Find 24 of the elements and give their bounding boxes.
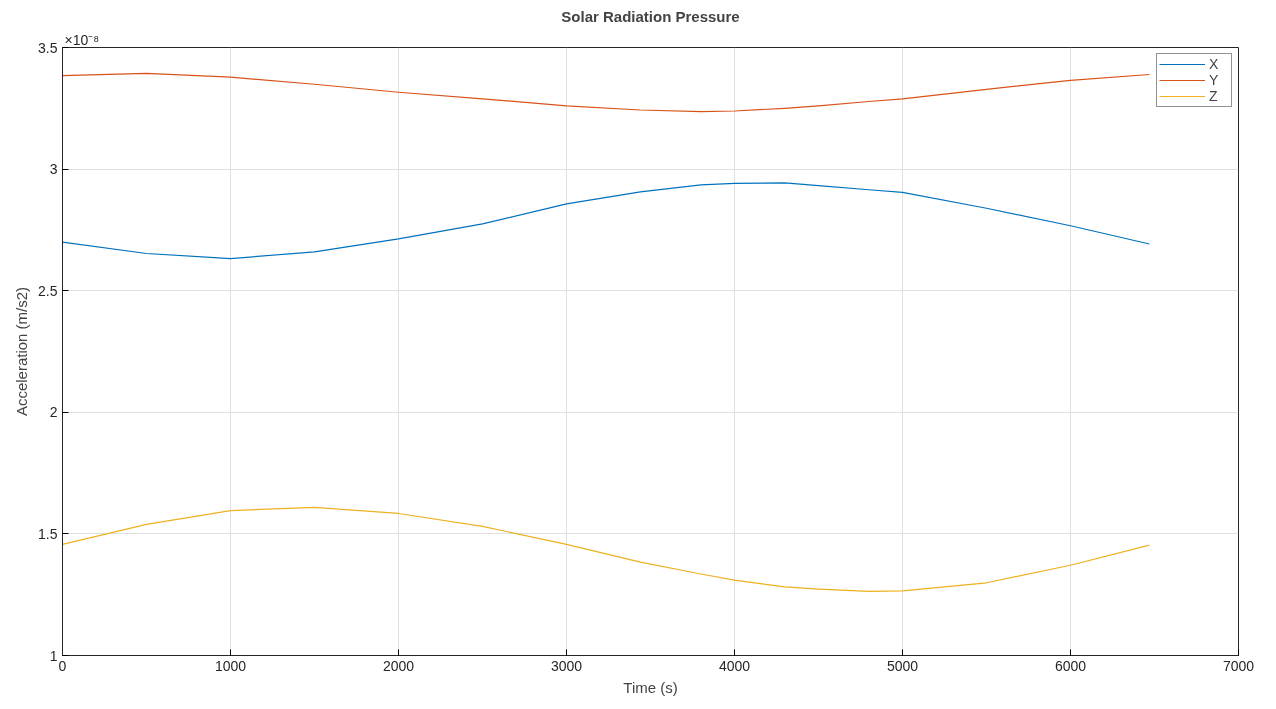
x-tick-label: 2000 (382, 657, 415, 674)
line-series (62, 506, 1151, 592)
y-tick-label: 3.5 (38, 39, 58, 56)
line-series (62, 72, 1151, 113)
y-tick-label: 2 (49, 404, 58, 421)
y-tick-label: 1 (49, 647, 58, 664)
x-tick-label: 6000 (1054, 657, 1087, 674)
y-axis-title: Acceleration (m/s2) (13, 286, 31, 417)
x-tick-label: 1000 (214, 657, 247, 674)
x-tick-label: 3000 (550, 657, 583, 674)
y-tick-label: 2.5 (38, 282, 58, 299)
text: ×10⁻⁸ (64, 31, 100, 48)
y-tick-label: 1.5 (38, 525, 58, 542)
x-tick-label: 0 (58, 657, 67, 674)
x-tick-label: 5000 (886, 657, 919, 674)
x-tick-label: 4000 (718, 657, 751, 674)
legend-label: X (1209, 56, 1220, 72)
x-tick-label: 7000 (1222, 657, 1255, 674)
line-series (62, 182, 1151, 260)
legend-label: Z (1209, 88, 1219, 104)
y-tick-label: 3 (49, 161, 58, 178)
chart-title: Solar Radiation Pressure (561, 7, 740, 25)
legend-label: Y (1209, 72, 1220, 88)
x-axis-title: Time (s) (623, 678, 678, 696)
